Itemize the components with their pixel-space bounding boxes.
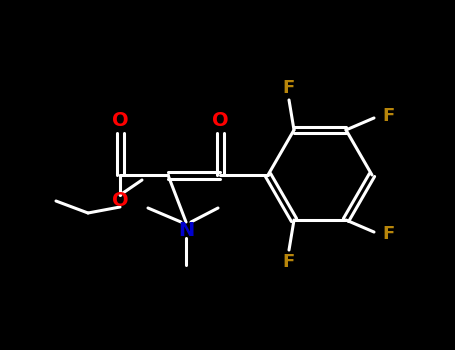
- Text: O: O: [111, 190, 128, 210]
- Text: N: N: [178, 220, 194, 239]
- Text: F: F: [382, 225, 394, 243]
- Text: O: O: [212, 111, 228, 130]
- Text: F: F: [283, 253, 295, 271]
- Text: F: F: [283, 79, 295, 97]
- Text: F: F: [382, 107, 394, 125]
- Text: O: O: [111, 111, 128, 130]
